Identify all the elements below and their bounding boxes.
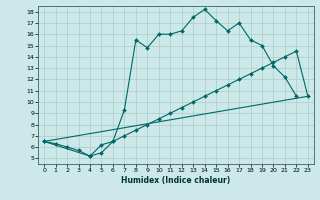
- X-axis label: Humidex (Indice chaleur): Humidex (Indice chaleur): [121, 176, 231, 185]
